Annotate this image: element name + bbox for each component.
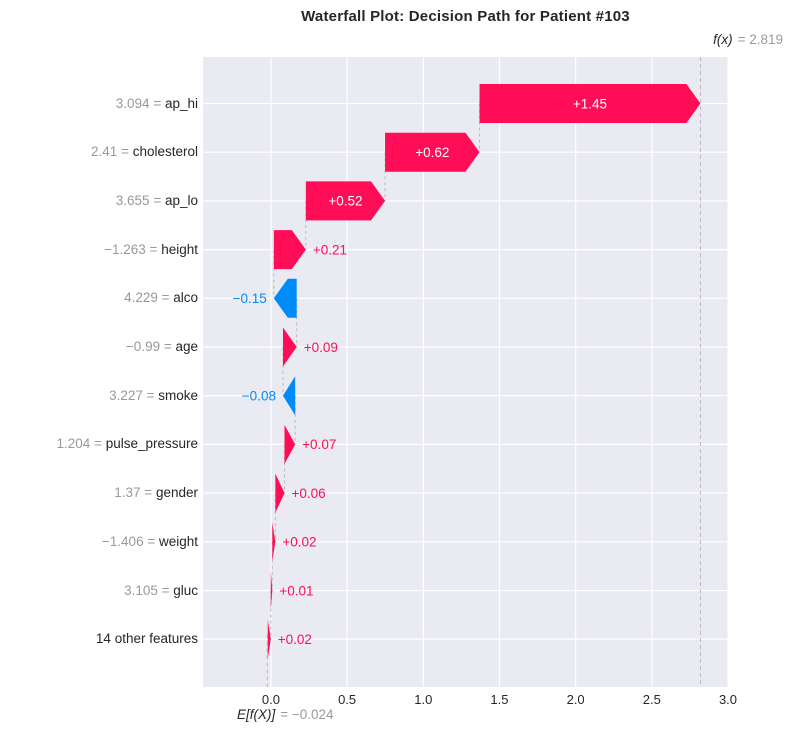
bar-value-label: +1.45 bbox=[573, 96, 607, 111]
shap-bar-positive bbox=[270, 571, 273, 610]
shap-bar-positive bbox=[267, 619, 271, 659]
feature-value: 3.655 = bbox=[115, 192, 165, 208]
base-label: E[f(X)] bbox=[237, 707, 276, 722]
base-value: = −0.024 bbox=[280, 707, 334, 722]
bar-value-label: +0.02 bbox=[278, 632, 312, 647]
feature-value: −0.99 = bbox=[125, 339, 176, 354]
feature-name: gluc bbox=[173, 582, 198, 598]
x-tick-label: 0.0 bbox=[261, 692, 280, 707]
feature-value: −1.263 = bbox=[104, 241, 162, 257]
bar-value-label: +0.52 bbox=[328, 194, 362, 209]
feature-name: age bbox=[175, 339, 198, 354]
bar-value-label: −0.08 bbox=[242, 389, 276, 404]
feature-name: pulse_pressure bbox=[105, 436, 198, 452]
feature-name: cholesterol bbox=[132, 144, 198, 160]
shap-bar-positive bbox=[272, 522, 276, 562]
shap-bar-positive bbox=[284, 424, 296, 464]
feature-name: weight bbox=[158, 533, 198, 549]
chart-title: Waterfall Plot: Decision Path for Patien… bbox=[301, 8, 630, 25]
shap-bar-positive bbox=[479, 84, 701, 123]
shap-bar-negative bbox=[273, 278, 297, 318]
shap-bar-positive bbox=[305, 181, 386, 221]
feature-name: gender bbox=[155, 485, 198, 501]
row-label: 1.37 = gender bbox=[114, 483, 198, 503]
feature-name: smoke bbox=[158, 387, 198, 403]
feature-value: 2.41 = bbox=[91, 144, 133, 160]
waterfall-svg: +1.45 +0.62 +0.52 +0.21 −0.15 +0.09 −0.08 +0.07… bbox=[203, 57, 728, 687]
feature-name: alco bbox=[173, 290, 198, 306]
row-label: 4.229 = alco bbox=[124, 288, 198, 308]
row-label: 3.094 = ap_hi bbox=[116, 94, 198, 114]
x-tick-label: 3.0 bbox=[718, 692, 738, 707]
row-label: −1.406 = weight bbox=[102, 532, 198, 552]
row-label: −1.263 = height bbox=[104, 240, 198, 260]
base-annotation: E[f(X)] = −0.024 bbox=[237, 707, 334, 722]
feature-value: 3.227 = bbox=[109, 387, 159, 403]
bar-value-label: +0.01 bbox=[279, 583, 313, 598]
feature-name: height bbox=[161, 241, 198, 257]
feature-value: 3.105 = bbox=[124, 582, 174, 598]
feature-value: 1.204 = bbox=[56, 436, 106, 452]
fx-annotation: f(x) = 2.819 bbox=[713, 32, 783, 47]
feature-value: −1.406 = bbox=[101, 533, 159, 549]
shap-bar-positive bbox=[273, 230, 306, 270]
bar-value-label: −0.15 bbox=[233, 291, 267, 306]
x-tick-label: 1.0 bbox=[414, 692, 433, 707]
bar-value-label: +0.06 bbox=[292, 486, 326, 501]
shap-bar-positive bbox=[275, 473, 285, 513]
row-label: 14 other features bbox=[96, 629, 198, 649]
feature-name: ap_hi bbox=[164, 95, 198, 111]
fx-value: = 2.819 bbox=[737, 32, 783, 47]
shap-bar-negative bbox=[282, 376, 296, 416]
row-label: 3.655 = ap_lo bbox=[116, 191, 198, 211]
shap-bar-positive bbox=[282, 327, 297, 367]
feature-value: 4.229 = bbox=[124, 290, 174, 306]
feature-value: 1.37 = bbox=[114, 485, 156, 501]
x-tick-label: 0.5 bbox=[338, 692, 357, 707]
x-tick-label: 2.0 bbox=[566, 692, 585, 707]
feature-name: ap_lo bbox=[164, 192, 198, 208]
bar-value-label: +0.21 bbox=[313, 242, 347, 257]
row-label: 2.41 = cholesterol bbox=[91, 142, 198, 162]
plot-area: +1.45 +0.62 +0.52 +0.21 −0.15 +0.09 −0.08 +0.07… bbox=[203, 57, 728, 687]
row-label: −0.99 = age bbox=[126, 337, 198, 357]
bar-value-label: +0.02 bbox=[282, 535, 316, 550]
bar-value-label: +0.07 bbox=[302, 437, 336, 452]
x-tick-label: 2.5 bbox=[642, 692, 661, 707]
bar-value-label: +0.09 bbox=[304, 340, 338, 355]
row-label: 3.227 = smoke bbox=[109, 386, 198, 406]
feature-name: 14 other features bbox=[95, 631, 198, 647]
fx-label: f(x) bbox=[713, 32, 733, 47]
x-tick-label: 1.5 bbox=[490, 692, 509, 707]
feature-value: 3.094 = bbox=[115, 95, 165, 111]
row-label: 3.105 = gluc bbox=[124, 581, 198, 601]
bar-value-label: +0.62 bbox=[415, 145, 449, 160]
shap-bar-positive bbox=[385, 132, 480, 172]
row-label: 1.204 = pulse_pressure bbox=[57, 434, 198, 454]
